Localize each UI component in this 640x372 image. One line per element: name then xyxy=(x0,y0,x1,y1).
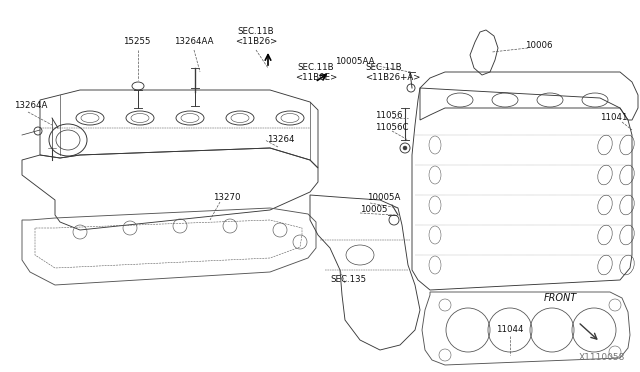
Text: 11044: 11044 xyxy=(496,326,524,334)
Text: 10005A: 10005A xyxy=(367,193,401,202)
Text: 11056: 11056 xyxy=(375,110,403,119)
Text: X1110058: X1110058 xyxy=(579,353,625,362)
Text: 13264AA: 13264AA xyxy=(174,38,214,46)
Text: <11B26>: <11B26> xyxy=(235,38,277,46)
Text: <11B0E>: <11B0E> xyxy=(295,74,337,83)
Text: SEC.11B: SEC.11B xyxy=(365,64,402,73)
Text: <11B26+A>: <11B26+A> xyxy=(365,74,420,83)
Circle shape xyxy=(403,146,407,150)
Text: SEC.11B: SEC.11B xyxy=(298,64,334,73)
Text: 10006: 10006 xyxy=(525,41,552,49)
Text: 15255: 15255 xyxy=(124,38,151,46)
Text: 13264: 13264 xyxy=(267,135,294,144)
Text: SEC.135: SEC.135 xyxy=(330,276,366,285)
Text: 13270: 13270 xyxy=(213,193,241,202)
Text: 13264A: 13264A xyxy=(14,100,47,109)
Text: 11056C: 11056C xyxy=(375,124,408,132)
Text: 10005AA: 10005AA xyxy=(335,58,375,67)
Text: SEC.11B: SEC.11B xyxy=(237,28,275,36)
Text: FRONT: FRONT xyxy=(543,293,577,303)
Text: 11041: 11041 xyxy=(600,113,628,122)
Text: 10005: 10005 xyxy=(360,205,387,215)
